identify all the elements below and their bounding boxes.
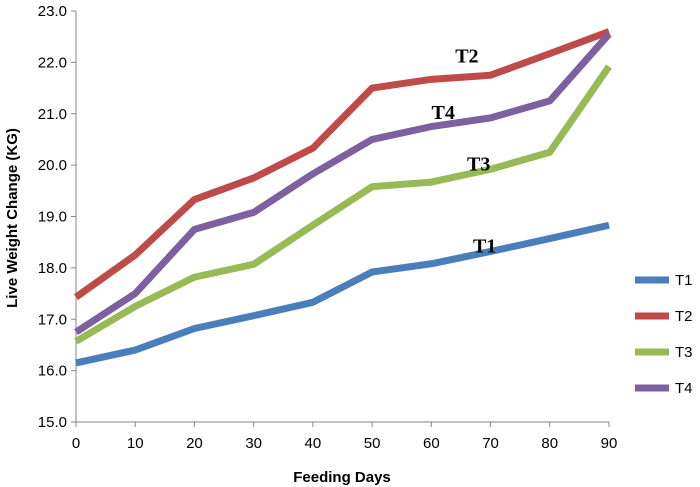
- legend-label-t2: T2: [675, 308, 693, 325]
- x-tick-label: 70: [482, 435, 499, 452]
- x-tick-label: 20: [186, 435, 203, 452]
- series-line-t3: [74, 64, 612, 345]
- annotation-t3: T3: [467, 153, 490, 175]
- series-line-t1: [75, 221, 610, 367]
- y-tick-label: 23.0: [38, 3, 67, 20]
- x-tick-label: 10: [127, 435, 144, 452]
- y-tick-label: 15.0: [38, 414, 67, 431]
- x-tick-label: 40: [305, 435, 322, 452]
- x-tick-label: 60: [423, 435, 440, 452]
- legend-label-t4: T4: [675, 380, 693, 397]
- y-tick-label: 22.0: [38, 54, 67, 71]
- y-tick-labels: 15.0 16.0 17.0 18.0 19.0 20.0 21.0 22.0 23.0: [38, 3, 76, 431]
- y-axis-title: Live Weight Change (KG): [4, 128, 21, 308]
- x-axis-title: Feeding Days: [293, 469, 391, 486]
- x-tick-label: 80: [541, 435, 558, 452]
- y-tick-label: 18.0: [38, 260, 67, 277]
- series-line-t4: [74, 31, 612, 336]
- annotation-t4: T4: [432, 102, 455, 124]
- y-tick-label: 16.0: [38, 363, 67, 380]
- legend-label-t3: T3: [675, 344, 693, 361]
- x-tick-label: 90: [601, 435, 618, 452]
- legend: T1 T2 T3 T4: [635, 272, 693, 397]
- annotation-t2: T2: [455, 45, 478, 67]
- x-tick-label: 50: [364, 435, 381, 452]
- y-tick-label: 20.0: [38, 157, 67, 174]
- series-annotations: T2 T4 T3 T1: [432, 45, 497, 257]
- x-tick-labels: 0 10 20 30 40 50 60 70 80 90: [72, 422, 618, 452]
- y-tick-label: 17.0: [38, 311, 67, 328]
- x-tick-label: 30: [245, 435, 262, 452]
- y-tick-label: 21.0: [38, 106, 67, 123]
- series-lines: [73, 28, 612, 367]
- series-line-t2: [73, 28, 611, 301]
- legend-label-t1: T1: [675, 272, 693, 289]
- annotation-t1: T1: [473, 235, 496, 257]
- y-tick-label: 19.0: [38, 209, 67, 226]
- x-tick-label: 0: [72, 435, 80, 452]
